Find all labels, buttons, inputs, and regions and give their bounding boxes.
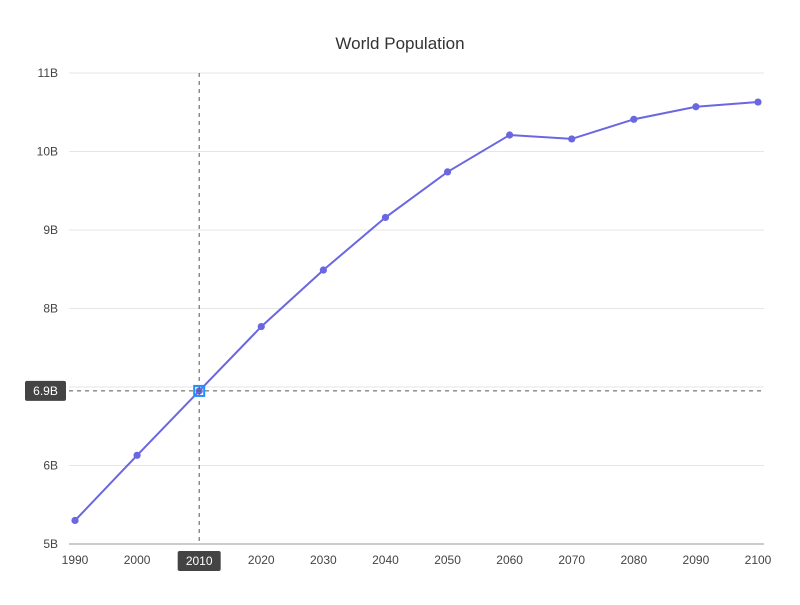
x-tick-label: 2050 <box>434 553 461 567</box>
y-tick-label: 5B <box>43 537 58 551</box>
chart-title: World Population <box>335 34 464 53</box>
x-tick-label: 2020 <box>248 553 275 567</box>
y-axis-ticks: 5B6B7B8B9B10B11B <box>37 66 58 551</box>
x-tick-label: 2100 <box>745 553 772 567</box>
y-badge-background <box>25 380 66 401</box>
highlight-marker <box>193 384 206 397</box>
y-value-badge: 6.9B <box>25 380 66 401</box>
x-tick-label: 2040 <box>372 553 399 567</box>
y-tick-label: 9B <box>43 223 58 237</box>
crosshair: 6.9B 2010 <box>25 73 764 571</box>
y-tick-label: 10B <box>37 145 58 159</box>
data-point[interactable] <box>381 213 390 222</box>
x-badge-label: 2010 <box>186 554 213 568</box>
series-layer <box>71 98 762 525</box>
y-tick-label: 6B <box>43 459 58 473</box>
data-point[interactable] <box>754 98 762 106</box>
data-point[interactable] <box>630 115 638 123</box>
x-value-badge: 2010 <box>177 551 221 571</box>
x-tick-label: 2080 <box>620 553 647 567</box>
x-tick-label: 2000 <box>124 553 151 567</box>
series-line <box>74 101 759 522</box>
x-badge-background <box>177 551 221 571</box>
y-tick-label: 8B <box>43 302 58 316</box>
x-tick-label: 2070 <box>558 553 585 567</box>
y-tick-label: 11B <box>38 66 58 80</box>
x-tick-label: 2030 <box>310 553 337 567</box>
x-tick-label: 2060 <box>496 553 523 567</box>
x-axis-ticks: 1990 2000 2010 2020 2030 2040 2050 2060 2070 2080… <box>62 553 772 567</box>
gridlines <box>69 72 764 545</box>
data-point[interactable] <box>71 516 79 525</box>
y-badge-label: 6.9B <box>33 384 58 398</box>
data-point[interactable] <box>133 451 141 459</box>
data-point[interactable] <box>319 266 327 274</box>
data-point[interactable] <box>568 135 576 143</box>
data-point[interactable] <box>443 168 452 176</box>
x-tick-label: 2090 <box>683 553 710 567</box>
data-point[interactable] <box>692 103 700 111</box>
data-point[interactable] <box>257 322 265 331</box>
data-point[interactable] <box>506 131 514 139</box>
x-tick-label: 1990 <box>62 553 89 567</box>
